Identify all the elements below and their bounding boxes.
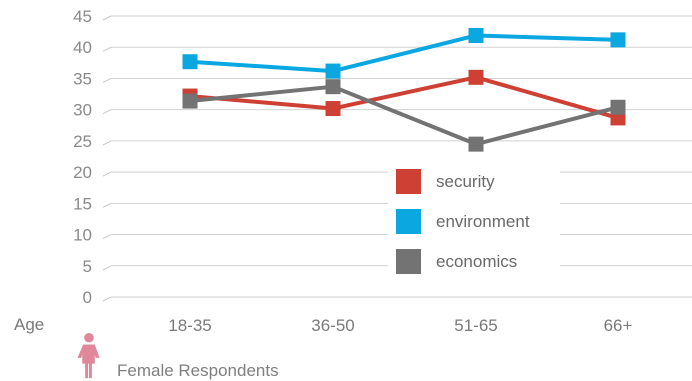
grid-slant xyxy=(102,296,112,302)
series-lines xyxy=(182,27,626,152)
y-tick-label: 45 xyxy=(73,7,92,26)
y-tick-label: 0 xyxy=(83,288,92,307)
grid-slant xyxy=(102,109,112,115)
data-point-environment xyxy=(325,63,341,79)
series-line-economics xyxy=(189,84,619,147)
female-person-icon xyxy=(77,332,100,379)
legend-swatch-environment xyxy=(396,209,421,234)
data-point-economics xyxy=(182,93,198,109)
footer-label: Female Respondents xyxy=(117,361,279,380)
series-line-environment xyxy=(189,33,619,74)
data-point-economics xyxy=(325,79,341,95)
data-point-economics xyxy=(468,136,484,152)
x-axis-label: Age xyxy=(14,315,44,334)
x-tick-label: 66+ xyxy=(604,316,633,335)
grid-slant xyxy=(102,202,112,208)
x-axis-categories: 18-35 36-50 51-65 66+ xyxy=(168,316,632,335)
grid-slant xyxy=(102,171,112,177)
y-axis-ticks: 0 5 10 15 20 25 30 35 40 45 xyxy=(73,7,92,307)
legend-label-security: security xyxy=(436,172,495,191)
grid-slant xyxy=(102,265,112,271)
y-tick-label: 40 xyxy=(73,38,92,57)
y-tick-label: 20 xyxy=(73,163,92,182)
x-tick-label: 36-50 xyxy=(311,316,354,335)
x-tick-label: 51-65 xyxy=(454,316,497,335)
y-tick-label: 35 xyxy=(73,69,92,88)
legend: security environment economics xyxy=(388,158,560,282)
grid-slant xyxy=(102,15,112,21)
data-point-security xyxy=(468,69,484,85)
legend-label-environment: environment xyxy=(436,212,530,231)
legend-swatch-security xyxy=(396,169,421,194)
series-line-security xyxy=(189,75,619,120)
legend-label-economics: economics xyxy=(436,252,517,271)
data-point-security xyxy=(325,101,341,117)
y-tick-label: 10 xyxy=(73,226,92,245)
y-tick-label: 15 xyxy=(73,194,92,213)
x-tick-label: 18-35 xyxy=(168,316,211,335)
grid-slant xyxy=(102,234,112,240)
y-tick-label: 30 xyxy=(73,101,92,120)
y-tick-label: 5 xyxy=(83,257,92,276)
data-point-economics xyxy=(610,99,626,115)
grid-slant xyxy=(102,140,112,146)
data-point-environment xyxy=(468,27,484,43)
grid-slant xyxy=(102,77,112,83)
grid-slant xyxy=(102,46,112,52)
data-point-environment xyxy=(610,32,626,48)
legend-swatch-economics xyxy=(396,249,421,274)
y-tick-label: 25 xyxy=(73,132,92,151)
data-point-environment xyxy=(182,54,198,70)
